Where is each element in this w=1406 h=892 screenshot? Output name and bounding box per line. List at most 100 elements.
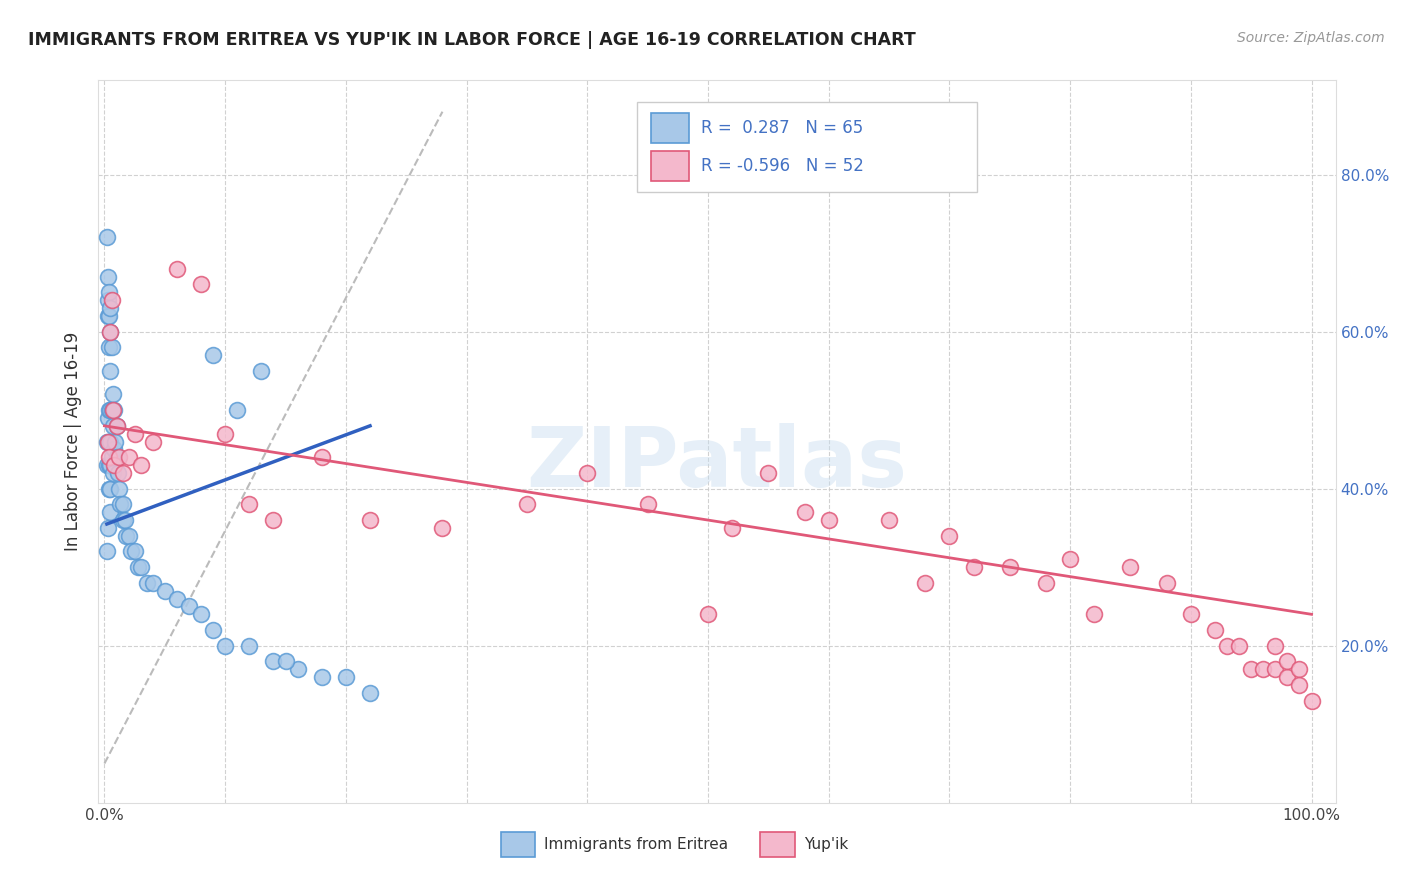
Point (202, 623, 225, 637)
Point (238, 639, 260, 653)
Text: Source: ZipAtlas.com: Source: ZipAtlas.com (1237, 31, 1385, 45)
Point (103, 403, 125, 417)
Point (202, 348, 225, 362)
Point (432, 521, 454, 535)
Point (117, 450, 139, 465)
Point (914, 575, 936, 590)
Text: ZIPatlas: ZIPatlas (527, 423, 907, 504)
Point (214, 426, 236, 441)
Point (214, 639, 236, 653)
Point (100, 325, 122, 339)
Point (962, 560, 984, 574)
Point (101, 466, 124, 480)
FancyBboxPatch shape (761, 832, 794, 857)
Point (98, 458, 121, 472)
Point (98, 403, 121, 417)
Point (98, 340, 121, 354)
Point (576, 466, 599, 480)
Point (115, 529, 138, 543)
Point (516, 497, 538, 511)
Point (97, 521, 120, 535)
Point (100, 458, 122, 472)
Point (274, 655, 297, 669)
Point (153, 583, 176, 598)
Point (120, 544, 142, 558)
Point (108, 482, 131, 496)
Point (335, 670, 357, 684)
Point (97, 293, 120, 308)
Point (101, 418, 124, 433)
Point (103, 442, 125, 457)
FancyBboxPatch shape (651, 112, 689, 143)
Text: IMMIGRANTS FROM ERITREA VS YUP'IK IN LABOR FORCE | AGE 16-19 CORRELATION CHART: IMMIGRANTS FROM ERITREA VS YUP'IK IN LAB… (28, 31, 915, 49)
Point (1216, 639, 1239, 653)
Point (96, 230, 118, 244)
Point (111, 466, 134, 480)
Point (105, 450, 128, 465)
Point (100, 293, 122, 308)
Point (793, 505, 815, 519)
Point (177, 599, 200, 614)
Point (877, 513, 900, 527)
Point (190, 277, 212, 292)
Point (98, 309, 121, 323)
FancyBboxPatch shape (651, 151, 689, 181)
Point (98, 482, 121, 496)
Point (1277, 655, 1299, 669)
Point (166, 591, 188, 606)
Point (1083, 607, 1105, 622)
Point (96, 458, 118, 472)
Point (100, 325, 122, 339)
Point (96, 434, 118, 449)
FancyBboxPatch shape (501, 832, 536, 857)
Point (311, 670, 333, 684)
Point (135, 575, 157, 590)
Point (1119, 560, 1142, 574)
Point (756, 466, 779, 480)
Point (100, 364, 122, 378)
Point (111, 497, 134, 511)
Point (100, 403, 122, 417)
Point (117, 529, 139, 543)
Point (1251, 662, 1274, 676)
Point (721, 521, 744, 535)
Text: Yup'ik: Yup'ik (804, 838, 848, 852)
Point (190, 607, 212, 622)
Point (97, 269, 120, 284)
Point (101, 387, 124, 401)
FancyBboxPatch shape (637, 102, 977, 193)
Point (127, 560, 149, 574)
Point (97, 309, 120, 323)
Point (1035, 575, 1057, 590)
Point (100, 301, 122, 315)
Point (100, 450, 122, 465)
Point (311, 450, 333, 465)
Point (1204, 623, 1226, 637)
Point (104, 434, 127, 449)
Point (998, 560, 1021, 574)
Point (142, 434, 165, 449)
Point (103, 458, 125, 472)
Text: R =  0.287   N = 65: R = 0.287 N = 65 (702, 119, 863, 137)
Point (359, 686, 381, 700)
Point (100, 403, 122, 417)
Y-axis label: In Labor Force | Age 16-19: In Labor Force | Age 16-19 (65, 332, 83, 551)
Point (1277, 670, 1299, 684)
Point (111, 513, 134, 527)
Point (124, 544, 146, 558)
Point (100, 340, 122, 354)
Point (107, 466, 129, 480)
Point (1156, 575, 1178, 590)
Point (100, 434, 122, 449)
Point (105, 418, 128, 433)
Point (114, 513, 136, 527)
Point (105, 418, 128, 433)
Point (98, 285, 121, 300)
Point (637, 497, 659, 511)
Point (129, 560, 152, 574)
Point (97, 411, 120, 425)
Point (1059, 552, 1081, 566)
Point (100, 505, 122, 519)
Point (262, 513, 284, 527)
Point (142, 575, 165, 590)
